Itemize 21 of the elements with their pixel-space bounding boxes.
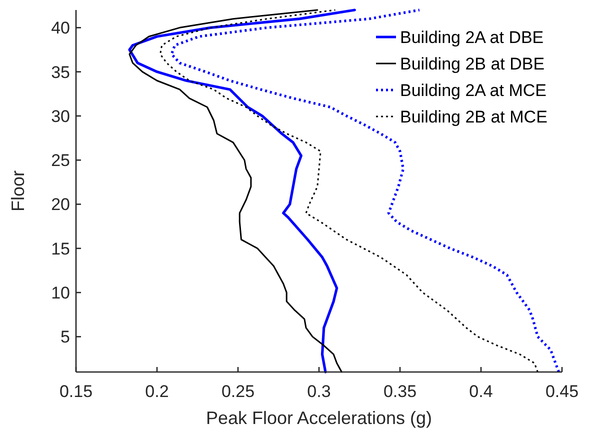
y-tick-label: 25 <box>51 151 70 170</box>
y-tick-label: 40 <box>51 18 70 38</box>
y-tick-label: 10 <box>51 283 70 302</box>
x-tick-label: 0.3 <box>307 382 331 401</box>
y-tick-label: 20 <box>51 195 70 214</box>
y-axis-title: Floor <box>8 170 28 212</box>
x-axis-title: Peak Floor Accelerations (g) <box>206 408 432 428</box>
legend-label: Building 2A at MCE <box>400 80 546 100</box>
y-tick-label: 35 <box>51 62 70 82</box>
legend-label: Building 2B at MCE <box>400 107 548 126</box>
x-tick-label: 0.4 <box>469 382 493 401</box>
legend-label: Building 2B at DBE <box>400 54 545 74</box>
legend-label: Building 2A at DBE <box>400 28 544 47</box>
x-tick-label: 0.25 <box>221 382 255 401</box>
x-tick-label: 0.15 <box>59 382 93 401</box>
y-tick-label: 5 <box>60 328 70 347</box>
x-tick-label: 0.2 <box>145 382 169 401</box>
y-tick-label: 30 <box>51 106 70 126</box>
y-tick-label: 15 <box>51 239 70 258</box>
x-tick-label: 0.35 <box>383 382 417 401</box>
x-tick-label: 0.45 <box>545 382 579 401</box>
